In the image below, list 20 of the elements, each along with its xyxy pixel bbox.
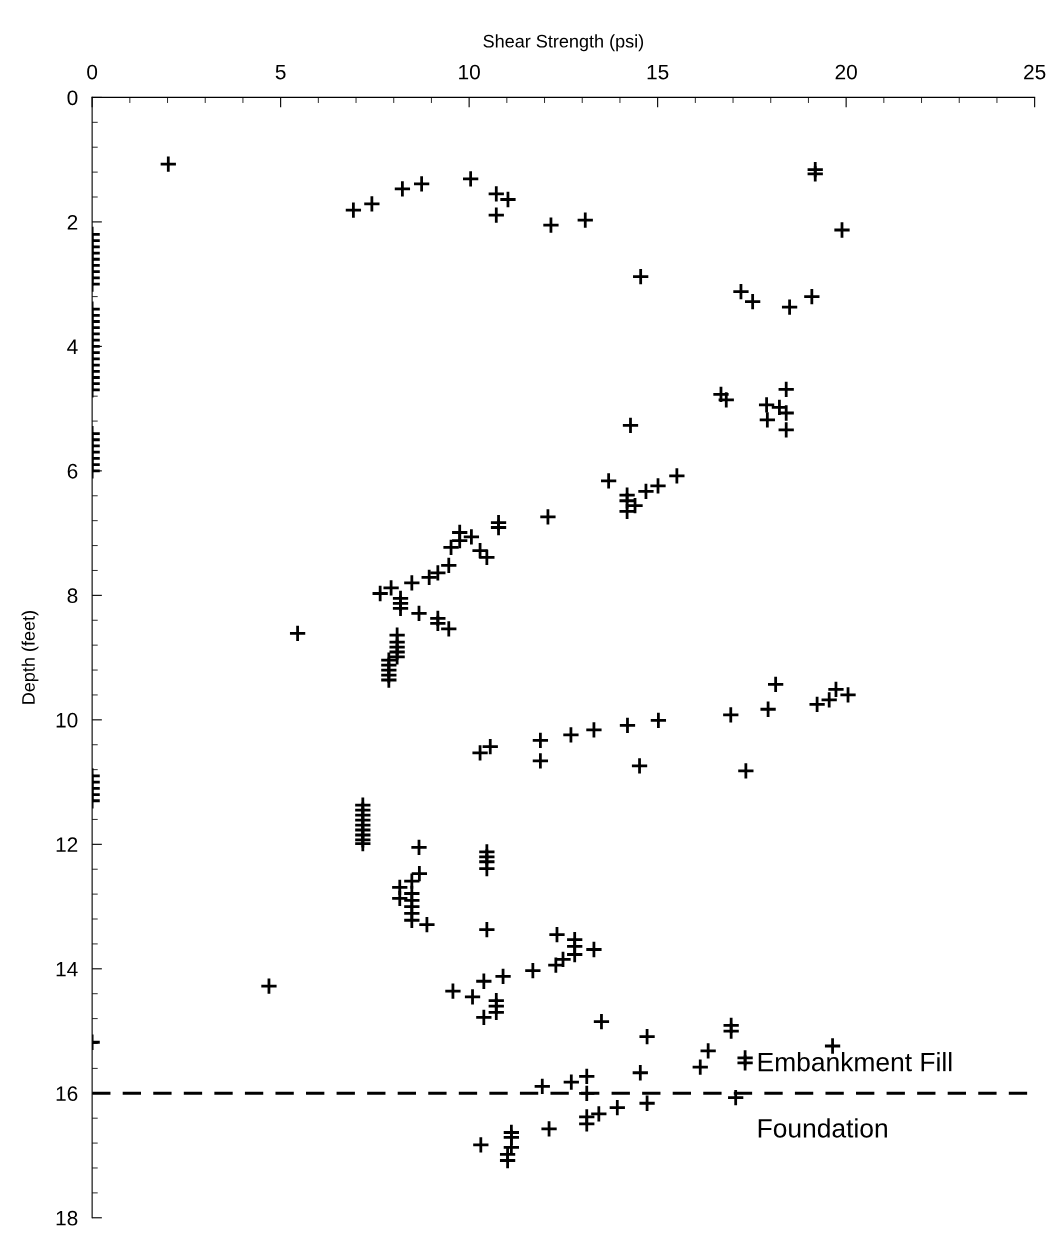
x-axis-title: Shear Strength (psi) — [483, 34, 644, 52]
y-tick-label: 10 — [56, 712, 78, 728]
x-tick-label: 0 — [87, 64, 98, 80]
y-tick-label: 12 — [56, 837, 78, 852]
y-tick-label: 14 — [56, 962, 78, 977]
y-tick-label: 16 — [56, 1086, 78, 1102]
y-tick-label: 0 — [67, 90, 78, 106]
y-tick-label: 8 — [67, 588, 78, 604]
y-tick-label: 6 — [67, 463, 78, 479]
y-tick-label: 18 — [56, 1210, 78, 1226]
x-tick-label: 20 — [835, 64, 857, 80]
x-tick-label: 15 — [647, 64, 669, 80]
x-tick-label: 10 — [459, 64, 480, 80]
y-tick-label: 4 — [67, 339, 78, 354]
y-axis-title: Depth (feet) — [21, 611, 39, 704]
annotation: Foundation — [758, 1118, 887, 1138]
x-tick-label: 25 — [1024, 64, 1046, 80]
x-tick-label: 5 — [275, 64, 286, 80]
annotation: Embankment Fill — [758, 1052, 952, 1072]
y-tick-label: 2 — [67, 214, 78, 230]
